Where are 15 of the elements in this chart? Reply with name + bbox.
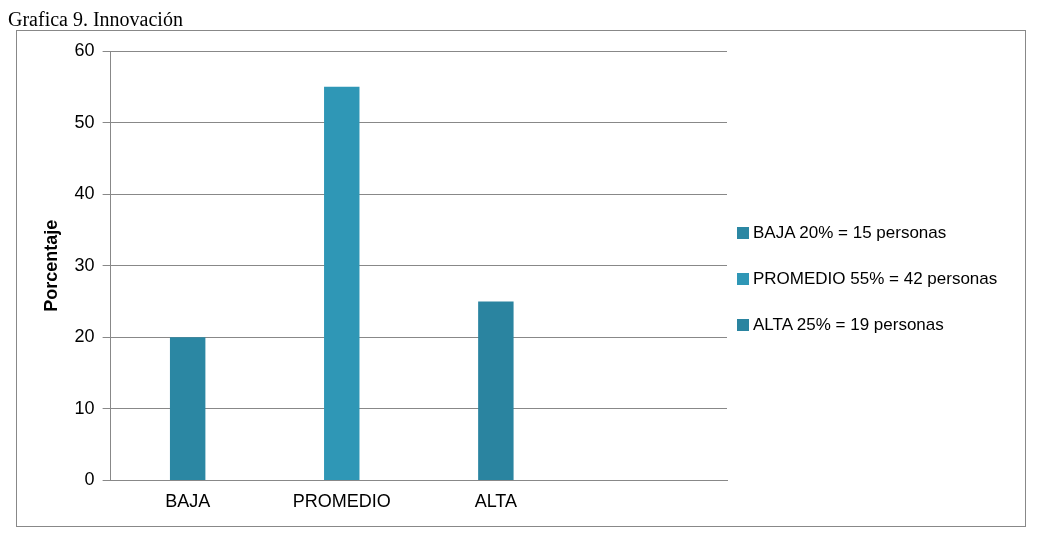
- y-tick-label: 60: [74, 39, 95, 60]
- y-tick-label: 20: [74, 326, 95, 347]
- y-tick-label: 0: [84, 469, 95, 490]
- y-tick-label: 50: [74, 111, 95, 132]
- y-tick-label: 10: [74, 397, 95, 418]
- y-tick-label: 40: [74, 183, 95, 204]
- x-tick-label: BAJA: [165, 491, 211, 512]
- legend-label: PROMEDIO 55% = 42 personas: [753, 267, 998, 290]
- y-tick-label: 30: [74, 254, 95, 275]
- chart-title: Grafica 9. Innovación: [8, 8, 184, 30]
- x-tick-label: PROMEDIO: [292, 491, 391, 512]
- x-tick-label: ALTA: [474, 491, 518, 512]
- y-axis-title: Porcentaje: [40, 219, 61, 312]
- legend-label: BAJA 20% = 15 personas: [753, 221, 947, 244]
- legend-label: ALTA 25% = 19 personas: [753, 313, 944, 336]
